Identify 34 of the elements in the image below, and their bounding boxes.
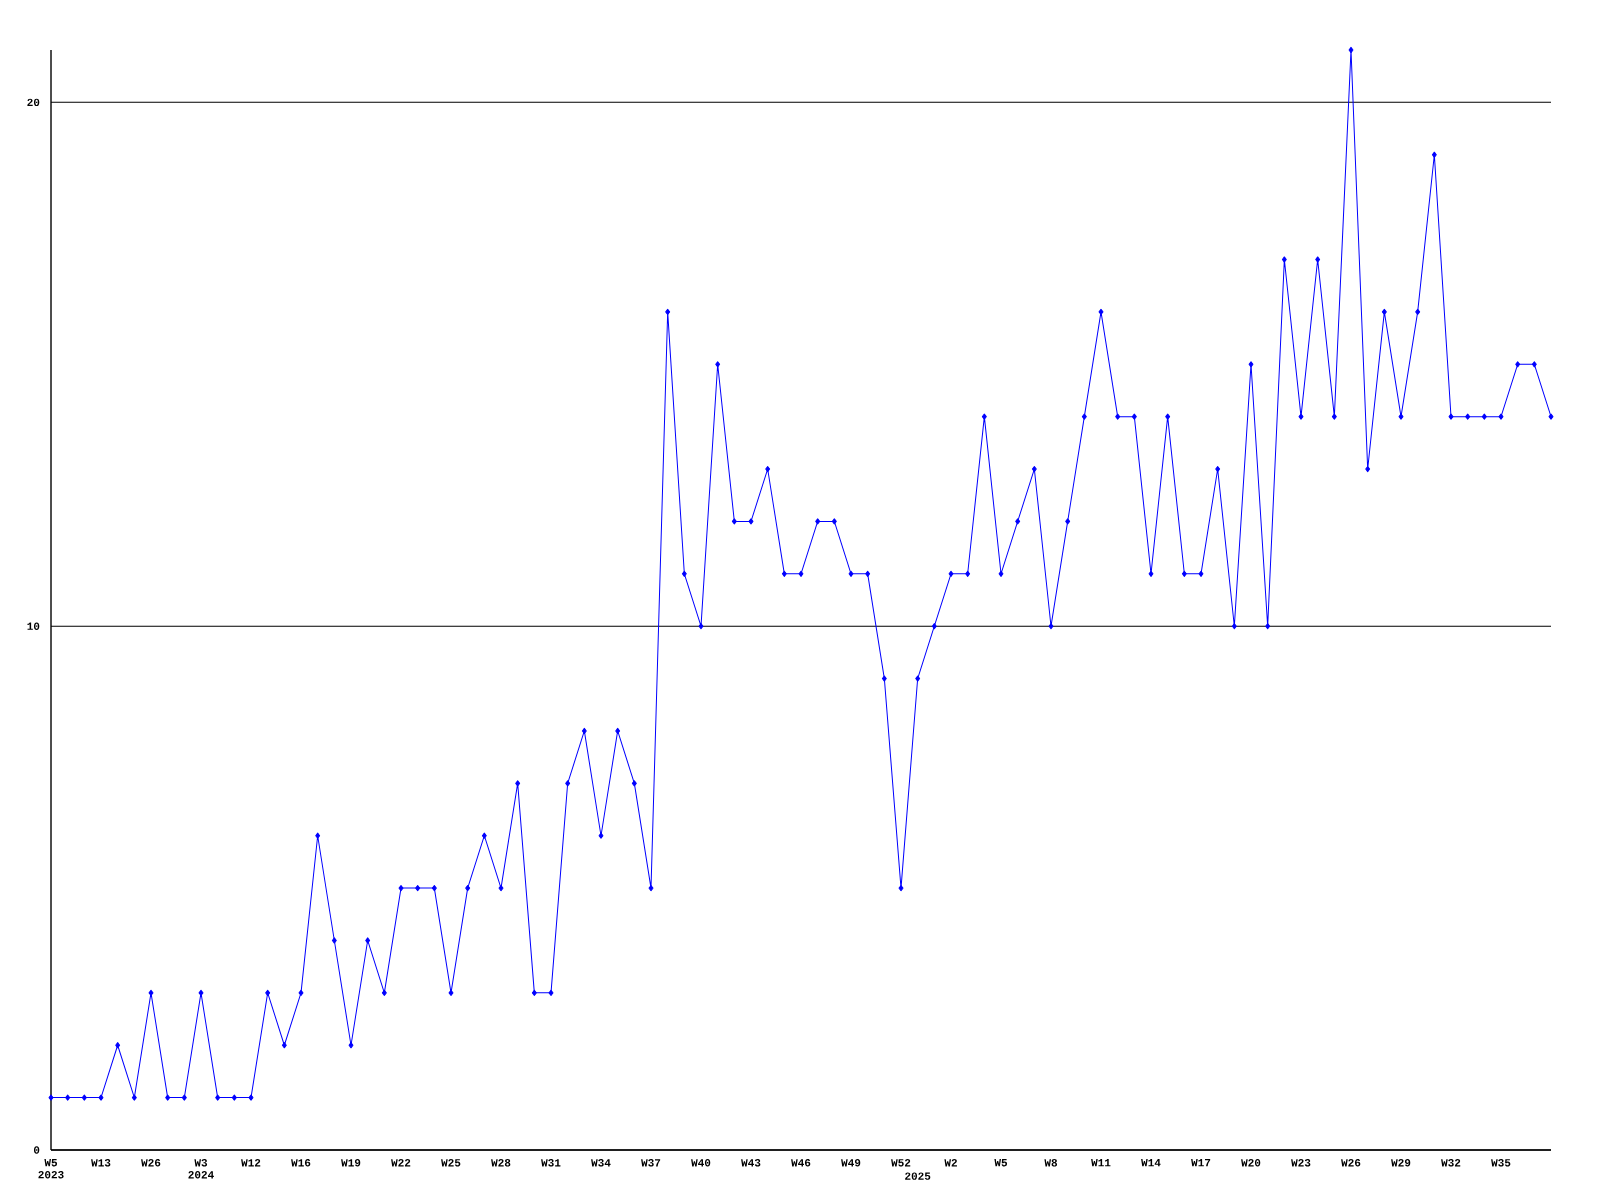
- x-tick-label: W11: [1091, 1159, 1111, 1167]
- x-tick-label: W29: [1391, 1159, 1411, 1167]
- x-tick-label: 2025: [905, 1172, 931, 1180]
- x-tick-label: W13: [91, 1159, 111, 1167]
- x-tick-label: W14: [1141, 1159, 1161, 1167]
- x-tick-label: W26: [1341, 1159, 1361, 1167]
- x-tick-label: W46: [791, 1159, 811, 1167]
- x-tick-label: W37: [641, 1159, 661, 1167]
- x-tick-label: W23: [1291, 1159, 1311, 1167]
- x-tick-label: W31: [541, 1159, 561, 1167]
- x-tick-label: W2: [944, 1159, 957, 1167]
- x-tick-label: W40: [691, 1159, 711, 1167]
- y-tick-label: 20: [27, 98, 40, 107]
- x-tick-label: W12: [241, 1159, 261, 1167]
- x-tick-label: W35: [1491, 1159, 1511, 1167]
- x-tick-label: W20: [1241, 1159, 1261, 1167]
- x-tick-label: W3 2024: [188, 1159, 214, 1179]
- x-tick-label: W28: [491, 1159, 511, 1167]
- x-tick-label: W26: [141, 1159, 161, 1167]
- x-tick-label: W8: [1044, 1159, 1058, 1167]
- x-tick-label: W19: [341, 1159, 361, 1167]
- x-tick-label: W52: [891, 1159, 911, 1167]
- x-tick-label: W32: [1441, 1159, 1461, 1167]
- y-tick-label: 0: [33, 1146, 40, 1154]
- x-tick-label: W49: [841, 1159, 861, 1167]
- x-tick-label: W43: [741, 1159, 761, 1167]
- x-tick-label: W16: [291, 1159, 311, 1167]
- x-tick-label: W5: [994, 1159, 1008, 1167]
- x-tick-label: W17: [1191, 1159, 1211, 1167]
- x-tick-label: W5 2023: [38, 1159, 64, 1179]
- y-tick-label: 10: [27, 622, 40, 630]
- x-tick-label: W25: [441, 1159, 461, 1167]
- x-tick-label: W22: [391, 1159, 411, 1167]
- x-tick-label: W34: [591, 1159, 611, 1167]
